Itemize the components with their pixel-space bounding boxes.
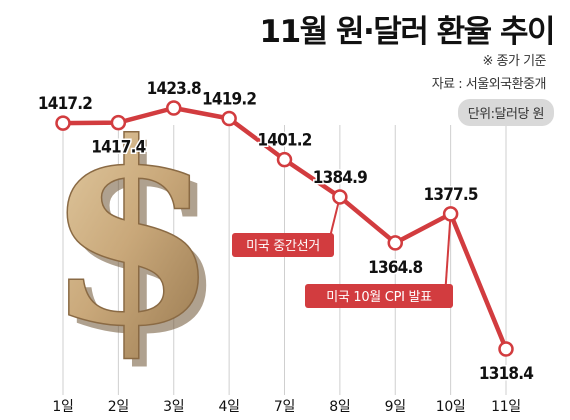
- data-label: 1377.5: [424, 185, 478, 205]
- data-point: [110, 114, 127, 131]
- annotation-box: [232, 233, 334, 257]
- data-label: 1318.4: [479, 364, 533, 384]
- data-label: 1417.2: [38, 94, 92, 114]
- x-tick-label: 11일: [491, 399, 521, 415]
- unit-badge: 단위:달러당 원: [457, 99, 554, 126]
- chart-title: 11월 원·달러 환율 추이: [259, 14, 556, 50]
- x-tick-label: 1일: [52, 399, 73, 415]
- annotation-label: 미국 10월 CPI 발표: [326, 290, 432, 305]
- data-label: 1417.4: [91, 138, 145, 158]
- gold-dollar-sign-icon: $ $: [44, 86, 227, 389]
- data-point: [442, 206, 459, 222]
- data-point: [276, 151, 293, 168]
- data-label: 1419.2: [202, 90, 256, 110]
- annotation-leader: [444, 213, 452, 297]
- data-label: 1364.8: [368, 258, 422, 278]
- data-point: [387, 235, 403, 251]
- data-label: 1401.2: [257, 131, 311, 151]
- x-tick-label: 8일: [329, 399, 350, 415]
- data-point: [166, 100, 182, 116]
- x-tick-label: 9일: [385, 399, 406, 415]
- annotation-label: 미국 중간선거: [246, 239, 320, 254]
- x-tick-label: 3일: [163, 399, 184, 415]
- x-tick-label: 10일: [436, 399, 466, 415]
- svg-text:$: $: [45, 87, 219, 381]
- data-label: 1384.9: [313, 168, 367, 188]
- gridlines: [62, 125, 507, 395]
- x-tick-label: 7일: [274, 399, 295, 415]
- chart-note: ※ 종가 기준: [482, 54, 547, 69]
- x-tick-label: 2일: [108, 399, 129, 415]
- data-point: [55, 115, 71, 131]
- x-tick-group: 1일 2일 3일 4일 7일 8일 9일 10일 11일: [52, 399, 521, 415]
- data-point: [332, 189, 348, 205]
- chart-source: 자료 : 서울외국환중개: [431, 77, 547, 92]
- data-point: [498, 341, 514, 357]
- annotation-box: [305, 284, 453, 308]
- svg-text:$: $: [53, 95, 227, 389]
- marker-group: [55, 100, 514, 357]
- data-point: [221, 110, 237, 127]
- data-label: 1423.8: [147, 79, 201, 99]
- x-tick-label: 4일: [219, 399, 240, 415]
